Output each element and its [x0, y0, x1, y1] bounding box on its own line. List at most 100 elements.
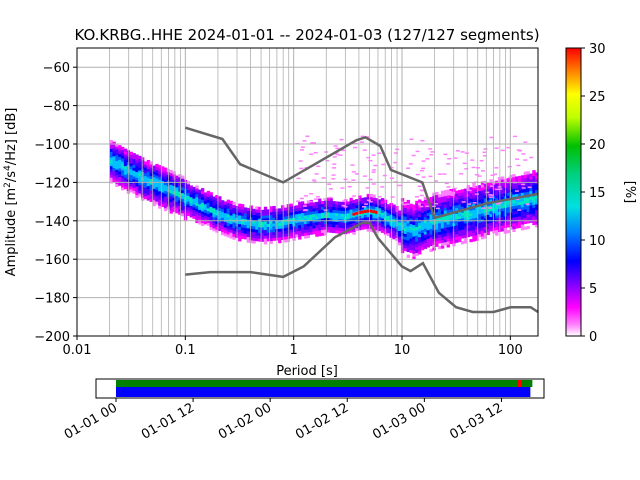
heatmap-cell: [272, 220, 276, 224]
heatmap-cell: [432, 227, 436, 231]
heatmap-cell: [526, 208, 530, 212]
heatmap-cell: [518, 178, 522, 182]
heatmap-cell: [466, 216, 470, 220]
heatmap-cell: [426, 215, 430, 219]
heatmap-cell: [129, 169, 133, 173]
heatmap-cell: [146, 191, 151, 195]
heatmap-cell: [400, 215, 405, 219]
heatmap-cell: [229, 212, 233, 216]
heatmap-cell: [360, 135, 365, 138]
heatmap-cell: [283, 230, 288, 234]
heatmap-cell: [192, 195, 196, 199]
heatmap-cell: [118, 168, 122, 172]
heatmap-cell: [158, 193, 162, 198]
heatmap-cell: [172, 194, 176, 198]
heatmap-cell: [489, 136, 494, 139]
heatmap-cell: [471, 182, 476, 184]
heatmap-cell: [486, 228, 490, 233]
heatmap-cell: [380, 218, 385, 222]
heatmap-cell: [415, 215, 419, 219]
heatmap-cell: [409, 223, 413, 228]
heatmap-cell: [483, 203, 488, 207]
heatmap-cell: [141, 186, 145, 190]
heatmap-cell: [517, 209, 522, 211]
heatmap-cell: [138, 181, 142, 185]
heatmap-cell: [158, 165, 162, 169]
heatmap-cell: [283, 233, 288, 237]
heatmap-cell: [486, 200, 490, 204]
heatmap-cell: [400, 249, 405, 254]
heatmap-cell: [186, 204, 191, 208]
heatmap-cell: [201, 202, 205, 206]
heatmap-cell: [406, 205, 410, 209]
heatmap-cell: [212, 207, 216, 212]
heatmap-cell: [366, 219, 371, 223]
high-noise-model-curve: [184, 126, 539, 220]
heatmap-cell: [318, 201, 322, 205]
heatmap-cell: [158, 185, 162, 189]
heatmap-cell: [466, 233, 470, 238]
heatmap-cell: [469, 195, 473, 200]
heatmap-cell: [303, 218, 308, 222]
heatmap-cell: [415, 218, 419, 222]
heatmap-cell: [198, 206, 202, 211]
heatmap-cell: [469, 233, 473, 237]
heatmap-cell: [526, 200, 530, 204]
heatmap-cell: [495, 189, 499, 193]
heatmap-cell: [229, 215, 233, 219]
heatmap-cell: [223, 204, 228, 208]
heatmap-cell: [249, 219, 253, 224]
heatmap-cell: [138, 155, 142, 160]
heatmap-cell: [192, 201, 196, 205]
heatmap-cell: [161, 177, 165, 182]
heatmap-cell: [486, 185, 490, 189]
heatmap-cell: [475, 229, 479, 233]
heatmap-cell: [480, 198, 485, 202]
heatmap-cell: [149, 172, 153, 177]
heatmap-cell: [406, 214, 410, 218]
heatmap-cell: [158, 179, 162, 183]
heatmap-cell: [440, 196, 445, 200]
heatmap-cell: [363, 205, 368, 210]
heatmap-cell: [398, 236, 402, 240]
heatmap-cell: [172, 205, 176, 210]
heatmap-cell: [529, 182, 533, 186]
heatmap-cell: [218, 201, 222, 206]
heatmap-cell: [309, 214, 313, 218]
heatmap-cell: [181, 175, 185, 179]
heatmap-cell: [175, 181, 179, 185]
heatmap-cell: [435, 200, 439, 204]
heatmap-cell: [118, 145, 122, 149]
heatmap-cell: [532, 170, 536, 174]
heatmap-cell: [398, 224, 402, 229]
heatmap-cell: [323, 226, 328, 230]
heatmap-cell: [313, 151, 318, 154]
heatmap-cell: [475, 194, 479, 198]
heatmap-cell: [198, 189, 202, 193]
heatmap-cell: [472, 192, 476, 196]
heatmap-cell: [315, 230, 319, 234]
heatmap-cell: [300, 224, 305, 228]
heatmap-cell: [309, 228, 313, 232]
heatmap-cell: [349, 217, 353, 222]
heatmap-cell: [446, 186, 451, 188]
heatmap-cell: [466, 228, 470, 232]
heatmap-cell: [455, 213, 459, 217]
heatmap-cell: [323, 209, 328, 211]
heatmap-cell: [500, 187, 505, 192]
heatmap-cell: [512, 208, 516, 212]
heatmap-cell: [469, 210, 473, 214]
heatmap-cell: [312, 216, 316, 220]
heatmap-cell: [415, 246, 419, 251]
heatmap-cell: [506, 206, 510, 211]
heatmap-cell: [472, 198, 476, 202]
heatmap-cell: [135, 160, 139, 164]
heatmap-cell: [372, 211, 376, 216]
heatmap-cell: [295, 222, 299, 226]
heatmap-cell: [425, 205, 430, 208]
heatmap-cell: [535, 201, 539, 205]
heatmap-cell: [318, 230, 322, 234]
heatmap-cell: [495, 223, 499, 228]
heatmap-cell: [335, 201, 339, 205]
heatmap-cell: [278, 219, 282, 224]
